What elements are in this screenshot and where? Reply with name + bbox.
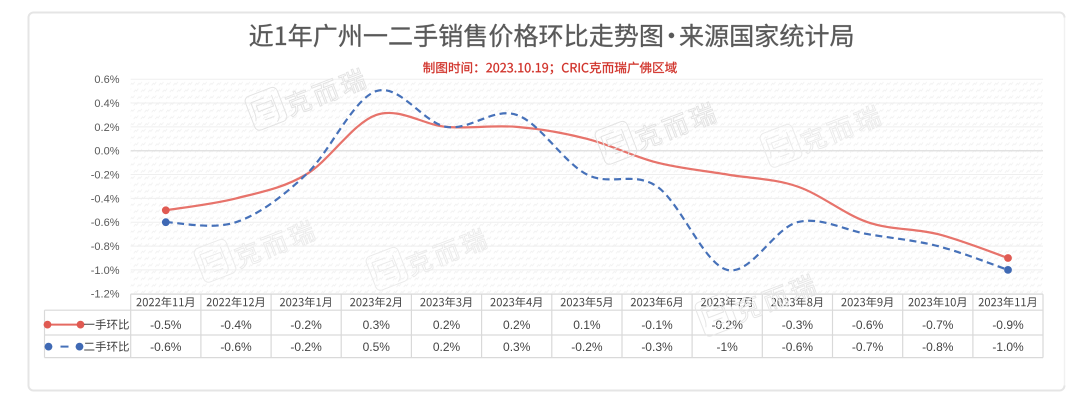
svg-text:0.3%: 0.3% xyxy=(363,318,391,332)
svg-text:-1.0%: -1.0% xyxy=(91,265,120,277)
svg-text:-0.5%: -0.5% xyxy=(150,318,182,332)
svg-text:-0.2%: -0.2% xyxy=(290,318,322,332)
svg-text:0.4%: 0.4% xyxy=(94,98,119,110)
svg-text:-0.8%: -0.8% xyxy=(91,241,120,253)
svg-text:-0.3%: -0.3% xyxy=(641,340,673,354)
svg-text:-1.2%: -1.2% xyxy=(91,289,120,301)
svg-text:-0.2%: -0.2% xyxy=(290,340,322,354)
svg-text:0.0%: 0.0% xyxy=(94,146,119,158)
svg-text:-0.9%: -0.9% xyxy=(992,318,1024,332)
svg-text:0.2%: 0.2% xyxy=(433,318,461,332)
svg-text:0.2%: 0.2% xyxy=(433,340,461,354)
svg-text:-0.2%: -0.2% xyxy=(712,318,744,332)
svg-text:-0.2%: -0.2% xyxy=(571,340,603,354)
svg-text:-0.1%: -0.1% xyxy=(641,318,673,332)
svg-text:-0.6%: -0.6% xyxy=(150,340,182,354)
svg-text:-1.0%: -1.0% xyxy=(992,340,1024,354)
svg-text:0.1%: 0.1% xyxy=(573,318,601,332)
svg-text:-1%: -1% xyxy=(717,340,739,354)
svg-text:0.3%: 0.3% xyxy=(503,340,531,354)
svg-text:-0.4%: -0.4% xyxy=(220,318,252,332)
svg-text:-0.7%: -0.7% xyxy=(922,318,954,332)
svg-text:-0.6%: -0.6% xyxy=(91,217,120,229)
svg-text:0.2%: 0.2% xyxy=(94,122,119,134)
svg-text:-0.7%: -0.7% xyxy=(852,340,884,354)
svg-text:-0.8%: -0.8% xyxy=(922,340,954,354)
svg-text:-0.6%: -0.6% xyxy=(782,340,814,354)
svg-text:-0.6%: -0.6% xyxy=(220,340,252,354)
svg-text:0.5%: 0.5% xyxy=(363,340,391,354)
svg-text:-0.3%: -0.3% xyxy=(782,318,814,332)
svg-text:-0.6%: -0.6% xyxy=(852,318,884,332)
svg-text:0.2%: 0.2% xyxy=(503,318,531,332)
svg-text:0.6%: 0.6% xyxy=(94,74,119,86)
svg-text:-0.2%: -0.2% xyxy=(91,170,120,182)
svg-text:-0.4%: -0.4% xyxy=(91,193,120,205)
